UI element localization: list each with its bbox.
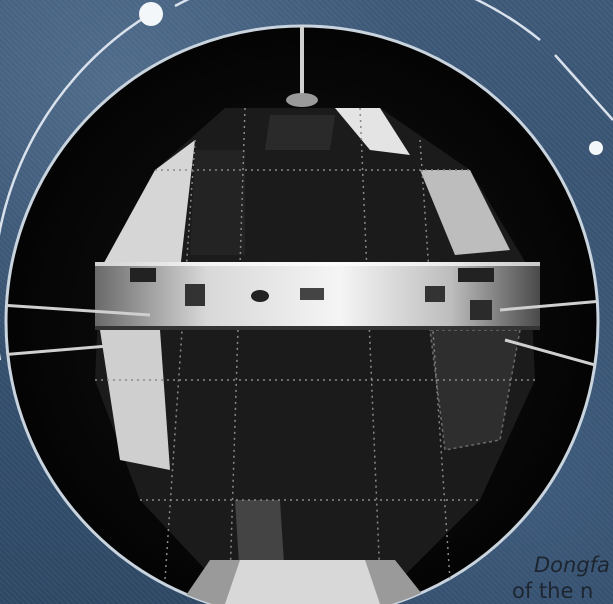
orbit-node-right <box>589 141 603 155</box>
orbit-node-top <box>139 2 163 26</box>
photo-caption: Dongfa of the n <box>512 552 613 604</box>
orbit-ring <box>0 0 613 360</box>
caption-continuation: of the n <box>512 579 594 603</box>
caption-satellite-name: Dongfa <box>534 553 610 577</box>
